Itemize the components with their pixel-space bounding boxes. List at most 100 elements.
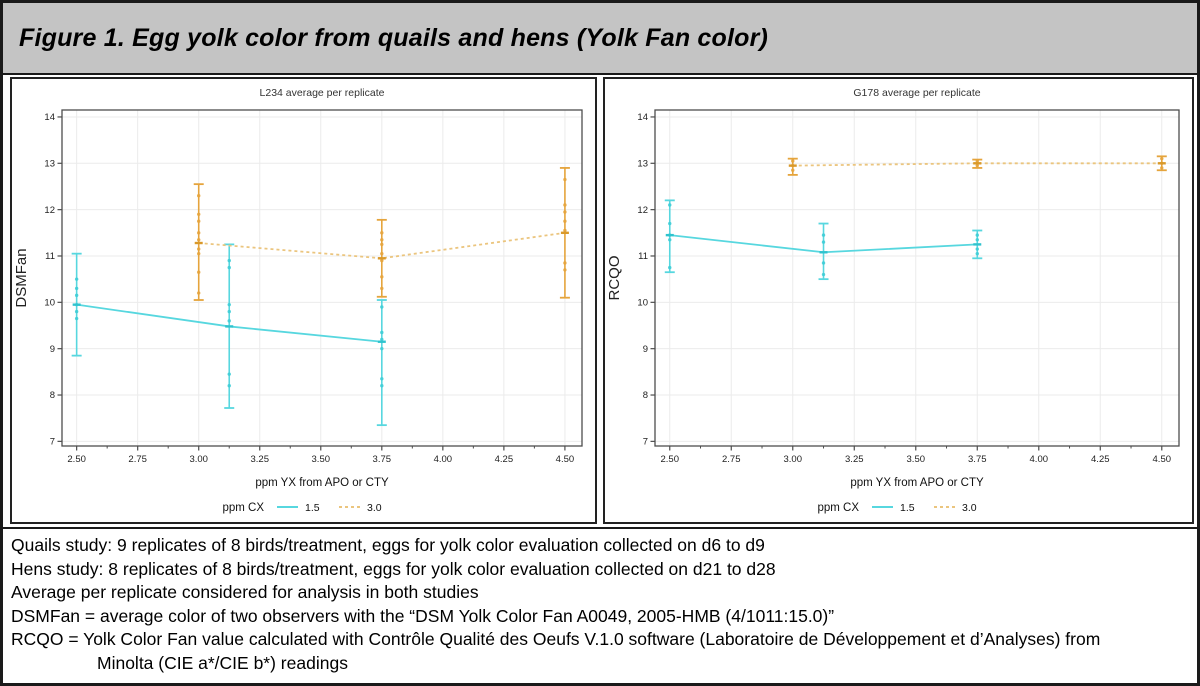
x-tick-label: 3.25 [250,454,269,465]
replicate-point [791,168,795,172]
replicate-point [74,316,79,321]
replicate-point [563,228,567,233]
replicate-point [380,286,384,291]
replicate-point [975,238,979,242]
figure-title-bar: Figure 1. Egg yolk color from quails and… [3,3,1197,75]
series-3-0 [193,167,570,301]
x-tick-label: 4.25 [1091,454,1110,465]
replicate-point [1160,156,1164,161]
legend: ppm CX 1.5 3.0 [817,502,976,514]
replicate-point [197,212,201,216]
legend: ppm CX 1.5 3.0 [222,502,381,514]
x-tick-label: 3.00 [189,454,208,465]
x-axis-label: ppm YX from APO or CTY [850,477,984,489]
y-axis-label: RCQO [606,256,623,301]
notes-block: Quails study: 9 replicates of 8 birds/tr… [3,527,1197,675]
x-tick-label: 3.25 [845,454,864,465]
x-tick-label: 3.00 [784,454,803,465]
y-tick-label: 11 [45,251,55,262]
replicate-point [197,291,201,295]
y-tick-label: 13 [44,158,55,169]
replicate-point [227,309,231,314]
replicate-point [227,384,231,388]
replicate-point [821,240,826,244]
replicate-point [821,261,826,265]
right-chart: 2.50 2.75 3.00 3.25 3.50 3.75 4.00 4.25 4.50 7 8 9 1… [606,87,1180,514]
replicate-point [197,238,201,242]
legend-title: ppm CX [222,502,264,514]
axis-ticks: 2.50 2.75 3.00 3.25 3.50 3.75 4.00 4.25 4.50 7 8 9 1… [637,112,1171,465]
replicate-point [668,203,672,207]
replicate-point [975,163,979,168]
y-tick-label: 12 [44,205,55,216]
replicate-point [563,177,567,182]
series-1-5 [664,199,983,281]
note-rcqo-definition-continuation: Minolta (CIE a*/CIE b*) readings [97,652,348,673]
legend-label-3-0: 3.0 [962,502,977,514]
x-tick-label: 4.50 [556,454,575,465]
y-tick-label: 7 [643,437,648,448]
x-tick-label: 2.50 [661,454,680,465]
replicate-point [563,219,567,223]
replicate-point [227,258,231,263]
replicate-point [197,194,201,198]
replicate-point [380,337,384,342]
replicate-point [668,238,672,242]
x-tick-label: 4.50 [1153,454,1172,465]
gridlines [62,110,582,446]
replicate-point [563,268,567,272]
replicate-point [74,277,79,281]
x-tick-label: 3.50 [907,454,926,465]
axis-ticks: 2.50 2.75 3.00 3.25 3.50 3.75 4.00 4.25 4.50 7 8 9 1… [44,112,574,465]
left-chart-panel: 2.50 2.75 3.00 3.25 3.50 3.75 4.00 4.25 4.50 7 8 9 1… [10,77,597,524]
x-tick-label: 2.75 [722,454,741,465]
y-tick-label: 12 [637,205,648,216]
replicate-point [380,330,384,335]
y-tick-label: 14 [637,112,648,123]
chart-title: G178 average per replicate [853,87,980,99]
note-average: Average per replicate considered for ana… [11,582,479,602]
replicate-point [197,219,201,223]
y-tick-label: 14 [44,112,55,123]
y-tick-label: 13 [637,158,648,169]
plot-frame [61,109,583,447]
replicate-point [821,233,826,237]
replicate-point [563,203,567,207]
charts-row: 2.50 2.75 3.00 3.25 3.50 3.75 4.00 4.25 4.50 7 8 9 1… [3,75,1197,527]
replicate-point [380,242,384,247]
figure-title: Figure 1. Egg yolk color from quails and… [19,23,769,52]
x-tick-label: 4.25 [495,454,514,465]
replicate-point [380,231,384,235]
series-1-5 [71,243,387,427]
replicate-point [197,247,201,251]
y-tick-label: 8 [50,390,55,401]
left-chart: 2.50 2.75 3.00 3.25 3.50 3.75 4.00 4.25 4.50 7 8 9 1… [13,87,583,514]
replicate-point [380,384,384,388]
chart-title: L234 average per replicate [260,87,385,99]
replicate-point [74,286,79,291]
replicate-point [380,238,384,242]
series-3-0 [787,155,1167,176]
replicate-point [197,231,201,235]
legend-label-1-5: 1.5 [900,502,915,514]
replicate-point [227,372,231,376]
gridlines [655,110,1179,446]
replicate-point [791,159,795,163]
note-dsmfan-definition: DSMFan = average color of two observers … [11,605,835,626]
legend-label-3-0: 3.0 [367,502,382,514]
replicate-point [380,305,384,309]
x-tick-label: 2.50 [67,454,86,465]
replicate-point [74,309,79,314]
y-tick-label: 10 [637,298,648,309]
y-tick-label: 9 [643,344,648,355]
replicate-point [975,247,979,251]
y-tick-label: 10 [44,298,55,309]
y-tick-label: 7 [50,437,55,448]
replicate-point [380,346,384,351]
replicate-point [380,275,384,279]
x-tick-label: 4.00 [434,454,453,465]
legend-label-1-5: 1.5 [305,502,320,514]
note-quails-study: Quails study: 9 replicates of 8 birds/tr… [11,535,765,555]
x-tick-label: 3.75 [373,454,392,465]
